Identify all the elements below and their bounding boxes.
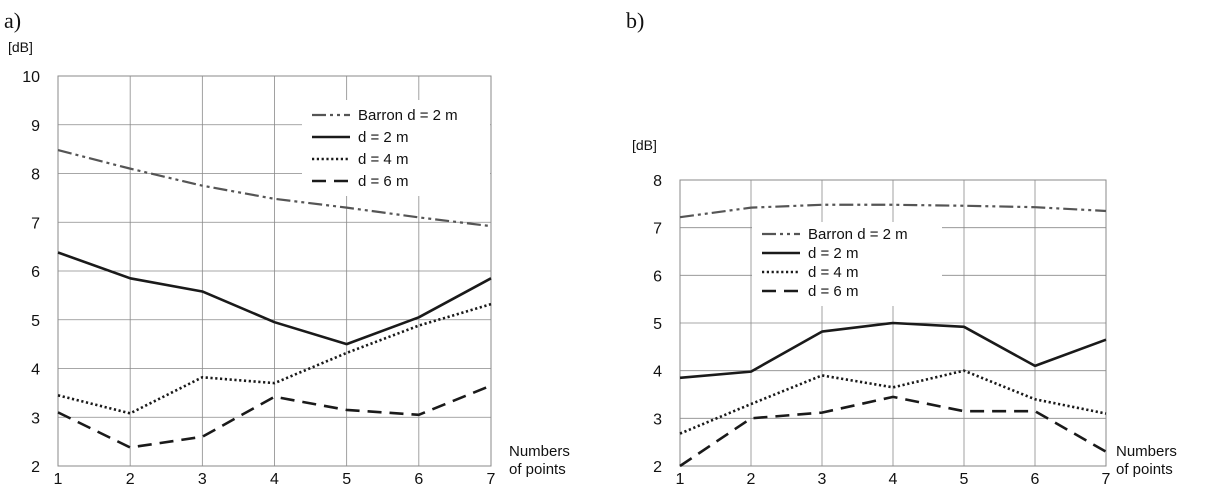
panel-b-xtick-labels: 1 2 3 4 5 6 7	[676, 471, 1111, 488]
ytick-label: 6	[31, 264, 40, 281]
panel-a-xlabel-line1: Numbers	[509, 443, 570, 460]
series-line-dashed	[57, 384, 492, 449]
xtick-label: 7	[1102, 471, 1111, 488]
legend-entry-label: d = 6 m	[808, 283, 858, 300]
xtick-label: 2	[126, 471, 135, 488]
xtick-label: 7	[487, 471, 496, 488]
xtick-label: 5	[960, 471, 969, 488]
panel-b-ytick-labels: 2 3 4 5 6 7 8	[653, 173, 662, 476]
legend-entry-label: d = 4 m	[358, 151, 408, 168]
ytick-label: 5	[31, 313, 40, 330]
panel-a-series	[57, 149, 492, 449]
panel-a-ytick-labels: 2 3 4 5 6 7 8 9 10	[22, 69, 40, 476]
xtick-label: 2	[747, 471, 756, 488]
legend-entry-label: Barron d = 2 m	[808, 226, 908, 243]
xtick-label: 1	[54, 471, 63, 488]
ytick-label: 5	[653, 316, 662, 333]
panel-a-xlabel-line2: of points	[509, 461, 566, 478]
panel-b-xlabel-line2: of points	[1116, 461, 1173, 478]
xtick-label: 6	[414, 471, 423, 488]
panel-a-label: a)	[4, 8, 21, 33]
panel-a-legend: Barron d = 2 m d = 2 m d = 4 m d = 6 m	[302, 100, 490, 196]
legend-entry-label: d = 2 m	[808, 245, 858, 262]
panel-a-ylabel: [dB]	[8, 39, 33, 55]
xtick-label: 4	[889, 471, 898, 488]
xtick-label: 1	[676, 471, 685, 488]
legend-entry-label: Barron d = 2 m	[358, 107, 458, 124]
panel-b-legend: Barron d = 2 m d = 2 m d = 4 m d = 6 m	[752, 222, 942, 306]
xtick-label: 3	[198, 471, 207, 488]
legend-entry-label: d = 6 m	[358, 173, 408, 190]
ytick-label: 8	[653, 173, 662, 190]
ytick-label: 8	[31, 167, 40, 184]
xtick-label: 4	[270, 471, 279, 488]
ytick-label: 2	[653, 459, 662, 476]
legend-background	[752, 222, 942, 306]
series-line-dotted	[679, 369, 1107, 435]
panel-b-series	[679, 203, 1107, 468]
series-line-dashed	[679, 395, 1107, 468]
series-line-solid	[57, 251, 492, 346]
ytick-label: 4	[31, 362, 40, 379]
series-line-dashdotdot	[679, 203, 1107, 219]
ytick-label: 10	[22, 69, 40, 86]
ytick-label: 6	[653, 268, 662, 285]
ytick-label: 3	[31, 410, 40, 427]
ytick-label: 4	[653, 364, 662, 381]
legend-background	[302, 100, 490, 196]
panel-b-xlabel-line1: Numbers	[1116, 443, 1177, 460]
ytick-label: 7	[653, 221, 662, 238]
xtick-label: 3	[818, 471, 827, 488]
legend-entry-label: d = 2 m	[358, 129, 408, 146]
ytick-label: 3	[653, 411, 662, 428]
panel-b-grid	[679, 179, 1107, 467]
xtick-label: 6	[1031, 471, 1040, 488]
panel-a-xtick-labels: 1 2 3 4 5 6 7	[54, 471, 496, 488]
xtick-label: 5	[342, 471, 351, 488]
ytick-label: 7	[31, 215, 40, 232]
ytick-label: 9	[31, 118, 40, 135]
panel-b-ylabel: [dB]	[632, 137, 657, 153]
legend-entry-label: d = 4 m	[808, 264, 858, 281]
panel-b-label: b)	[626, 8, 644, 33]
series-line-solid	[679, 321, 1107, 380]
ytick-label: 2	[31, 459, 40, 476]
series-line-dotted	[57, 302, 492, 415]
series-line-dashdotdot	[57, 149, 492, 228]
panel-a-grid	[57, 75, 492, 467]
